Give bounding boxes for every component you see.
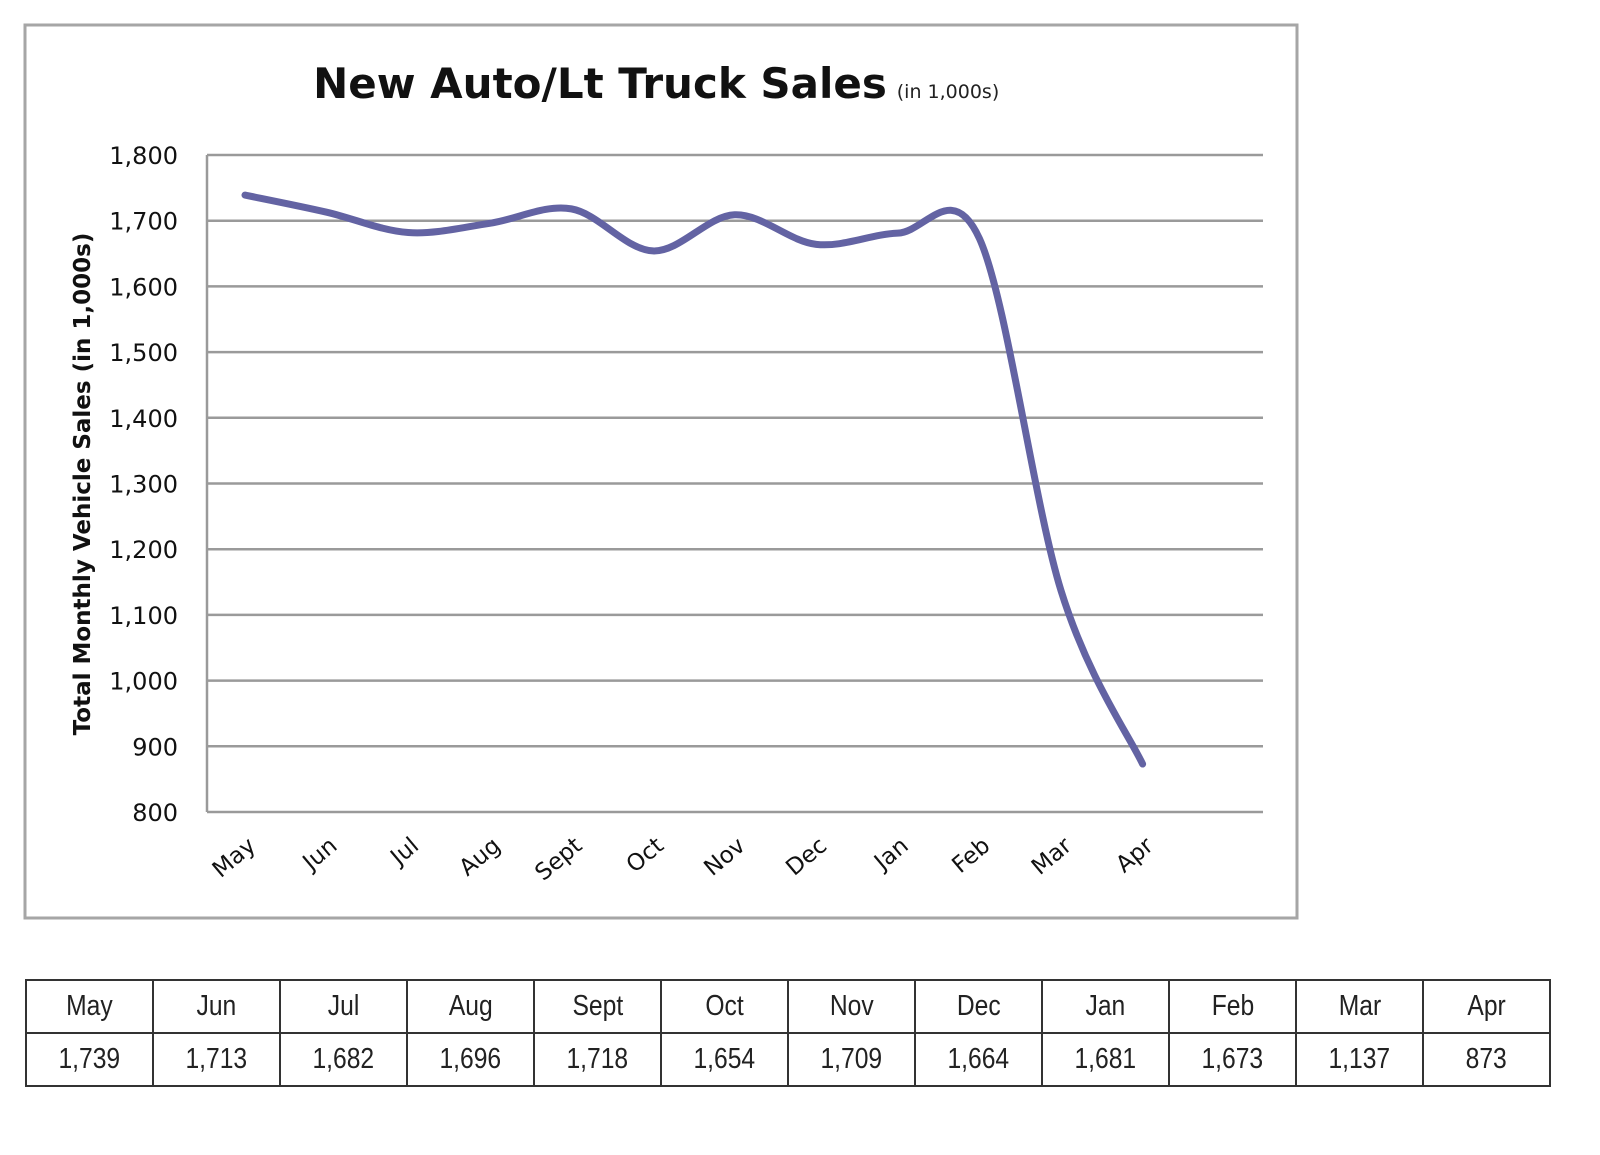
table-header-cell: Jan — [1041, 979, 1170, 1034]
table-header-cell: Jun — [152, 979, 281, 1034]
y-tick-label: 1,700 — [109, 208, 178, 236]
cell-text: 1,696 — [439, 1043, 502, 1075]
cell-text: Nov — [829, 990, 874, 1022]
table-header-cell: Oct — [660, 979, 789, 1034]
y-tick-label: 900 — [132, 733, 178, 761]
table-header-cell: Feb — [1168, 979, 1297, 1034]
table-header-cell: Sept — [533, 979, 662, 1034]
cell-text: 1,664 — [947, 1043, 1010, 1075]
table-value-cell: 873 — [1422, 1032, 1551, 1087]
cell-text: Jan — [1085, 990, 1126, 1022]
cell-text: Oct — [705, 990, 744, 1022]
cell-text: Feb — [1211, 990, 1254, 1022]
table-value-cell: 1,739 — [25, 1032, 154, 1087]
table-value-cell: 1,137 — [1295, 1032, 1424, 1087]
chart-subtitle: (in 1,000s) — [897, 81, 999, 103]
table-value-cell: 1,709 — [787, 1032, 916, 1087]
y-tick-label: 1,800 — [109, 142, 178, 170]
table-value-cell: 1,713 — [152, 1032, 281, 1087]
cell-text: 1,681 — [1074, 1043, 1137, 1075]
cell-text: 1,673 — [1201, 1043, 1264, 1075]
y-axis-label: Total Monthly Vehicle Sales (in 1,000s) — [70, 233, 96, 736]
data-table: May Jun Jul Aug Sept Oct Nov Dec Jan Feb Mar Apr 1,… — [25, 979, 1551, 1087]
table-header-cell: Dec — [914, 979, 1043, 1034]
chart-title: New Auto/Lt Truck Sales — [313, 59, 887, 108]
y-tick-label: 1,200 — [109, 536, 178, 564]
cell-text: 1,713 — [185, 1043, 248, 1075]
y-tick-label: 1,100 — [109, 602, 178, 630]
table-value-row: 1,739 1,713 1,682 1,696 1,718 1,654 1,709 1,664… — [25, 1032, 1551, 1087]
table-header-row: May Jun Jul Aug Sept Oct Nov Dec Jan Feb Mar Apr — [25, 979, 1551, 1034]
y-tick-label: 1,400 — [109, 405, 178, 433]
table-header-cell: Jul — [279, 979, 408, 1034]
table-header-cell: Nov — [787, 979, 916, 1034]
cell-text: Mar — [1338, 990, 1381, 1022]
line-chart: New Auto/Lt Truck Sales (in 1,000s) Tota… — [23, 23, 1299, 920]
cell-text: 1,718 — [566, 1043, 629, 1075]
table-header-cell: Mar — [1295, 979, 1424, 1034]
y-tick-label: 1,300 — [109, 471, 178, 499]
cell-text: Apr — [1467, 990, 1506, 1022]
cell-text: Aug — [448, 990, 493, 1022]
table-value-cell: 1,681 — [1041, 1032, 1170, 1087]
table-value-cell: 1,673 — [1168, 1032, 1297, 1087]
table-value-cell: 1,654 — [660, 1032, 789, 1087]
table-value-cell: 1,696 — [406, 1032, 535, 1087]
table-value-cell: 1,664 — [914, 1032, 1043, 1087]
cell-text: Sept — [572, 990, 623, 1022]
cell-text: 1,709 — [820, 1043, 883, 1075]
cell-text: 1,739 — [58, 1043, 121, 1075]
cell-text: Jun — [196, 990, 237, 1022]
y-tick-label: 1,600 — [109, 273, 178, 301]
cell-text: Jul — [327, 990, 360, 1022]
cell-text: 1,654 — [693, 1043, 756, 1075]
y-tick-label: 1,500 — [109, 339, 178, 367]
cell-text: 1,137 — [1328, 1043, 1391, 1075]
cell-text: 1,682 — [312, 1043, 375, 1075]
chart-frame — [23, 23, 1299, 920]
y-tick-label: 800 — [132, 799, 178, 827]
cell-text: Dec — [956, 990, 1001, 1022]
table-value-cell: 1,718 — [533, 1032, 662, 1087]
y-tick-label: 1,000 — [109, 668, 178, 696]
series-line-sales — [241, 191, 1147, 768]
table-header-cell: Aug — [406, 979, 535, 1034]
table-value-cell: 1,682 — [279, 1032, 408, 1087]
cell-text: May — [66, 990, 113, 1022]
table-header-cell: Apr — [1422, 979, 1551, 1034]
cell-text: 873 — [1465, 1043, 1508, 1075]
table-header-cell: May — [25, 979, 154, 1034]
